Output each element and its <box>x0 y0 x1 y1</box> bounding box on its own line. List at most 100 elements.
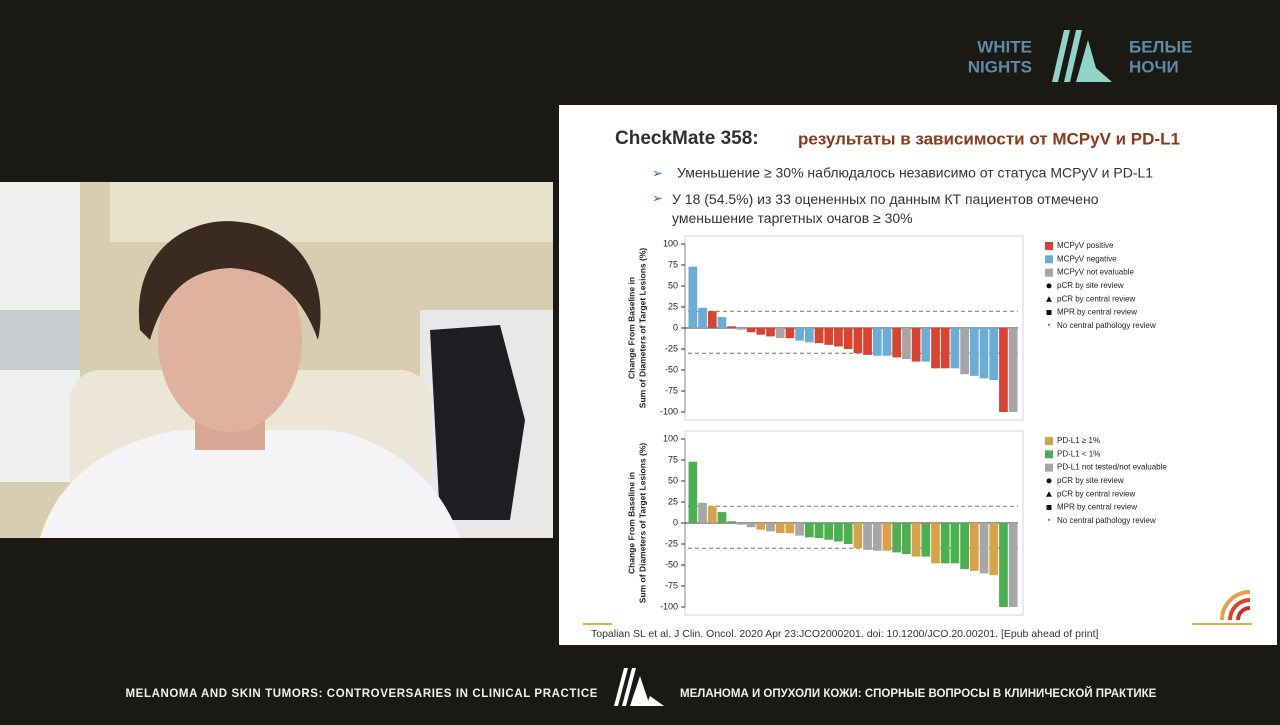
legend-label: MPR by central review <box>1057 503 1137 512</box>
legend-swatch <box>1045 437 1053 445</box>
legend-symbol: * <box>1048 519 1051 526</box>
legend-swatch <box>1045 255 1053 264</box>
bar <box>824 523 834 540</box>
bar <box>1008 328 1018 412</box>
bar <box>834 328 843 347</box>
y-tick-label: 0 <box>673 517 678 527</box>
bar <box>785 523 795 534</box>
legend-label: MCPyV not evaluable <box>1057 268 1134 277</box>
legend-symbol <box>1046 505 1052 510</box>
bar <box>960 328 969 375</box>
bar <box>863 328 872 355</box>
legend-swatch <box>1045 242 1053 250</box>
legend-label: No central pathology review <box>1057 516 1156 525</box>
bar <box>766 328 775 337</box>
logo-text: НОЧИ <box>1129 57 1179 76</box>
bar <box>698 307 707 328</box>
legend-symbol <box>1046 283 1052 289</box>
legend-label: MPR by central review <box>1057 308 1137 317</box>
y-tick-label: 50 <box>668 475 678 485</box>
bar <box>737 523 746 525</box>
bar <box>911 523 921 557</box>
y-tick-label: 0 <box>673 322 678 332</box>
bar <box>902 328 911 360</box>
bar <box>843 328 853 349</box>
bar <box>834 523 843 542</box>
logo-text: БЕЛЫЕ <box>1129 37 1192 56</box>
legend-swatch <box>1045 450 1053 459</box>
bar <box>824 328 834 345</box>
y-axis-label: Sum of Diameters of Target Lesions (%) <box>637 248 647 409</box>
bullet-marker: ➢ <box>652 190 663 205</box>
y-tick-label: 75 <box>668 259 678 269</box>
legend-label: PD-L1 ≥ 1% <box>1057 436 1100 445</box>
bar <box>853 523 863 549</box>
bar <box>814 328 824 344</box>
bar <box>717 512 727 523</box>
bar <box>804 328 814 343</box>
bullet: Уменьшение ≥ 30% наблюдалось независимо … <box>677 165 1153 181</box>
legend-label: PD-L1 not tested/not evaluable <box>1057 463 1167 472</box>
y-tick-label: 75 <box>668 454 678 464</box>
legend-label: pCR by site review <box>1057 281 1124 290</box>
bar <box>921 523 931 557</box>
bar <box>775 523 785 534</box>
bar <box>698 502 707 523</box>
logo-text: NIGHTS <box>968 57 1032 76</box>
bar <box>756 328 766 335</box>
bar <box>872 523 882 551</box>
bar <box>727 521 737 523</box>
slide-logo <box>1220 590 1251 621</box>
bar <box>785 328 795 339</box>
bar <box>746 328 756 333</box>
legend-label: MCPyV negative <box>1057 254 1117 263</box>
webcam-video <box>0 182 553 538</box>
bar <box>707 311 717 328</box>
bar <box>804 523 814 538</box>
y-tick-label: 25 <box>668 301 678 311</box>
y-tick-label: -75 <box>665 580 678 590</box>
bar <box>931 523 940 564</box>
y-tick-label: 50 <box>668 280 678 290</box>
y-tick-label: -50 <box>665 364 678 374</box>
bullet: У 18 (54.5%) из 33 оцененных по данным К… <box>672 191 1099 226</box>
bar <box>688 266 698 328</box>
logo <box>1052 30 1112 82</box>
slide-title: результаты в зависимости от MCPyV и PD-L… <box>798 129 1180 148</box>
y-axis-label: Change From Baseline in <box>626 277 636 379</box>
legend-symbol: * <box>1048 324 1051 331</box>
legend-swatch <box>1045 268 1053 277</box>
bar <box>843 523 853 544</box>
footer-logo <box>614 668 664 706</box>
footer-text: MELANOMA AND SKIN TUMORS: CONTROVERSARIE… <box>126 688 599 700</box>
legend-label: pCR by central review <box>1057 294 1135 303</box>
bar <box>911 328 921 362</box>
bar <box>969 328 979 376</box>
y-tick-label: -50 <box>665 559 678 569</box>
bar <box>989 523 999 576</box>
bar <box>902 523 911 555</box>
y-tick-label: 25 <box>668 496 678 506</box>
y-tick-label: -75 <box>665 385 678 395</box>
bar <box>960 523 969 570</box>
footer-text: МЕЛАНОМА И ОПУХОЛИ КОЖИ: СПОРНЫЕ ВОПРОСЫ… <box>680 687 1157 700</box>
bar <box>882 523 892 551</box>
legend-symbol <box>1046 491 1052 497</box>
bar <box>950 523 960 564</box>
y-tick-label: -100 <box>660 601 678 611</box>
bar <box>940 523 950 564</box>
bar <box>775 328 785 339</box>
bar <box>727 326 737 328</box>
legend-symbol <box>1046 478 1052 484</box>
y-tick-label: 100 <box>663 238 678 248</box>
bar <box>814 523 824 539</box>
bar <box>872 328 882 356</box>
slide-title: CheckMate 358: <box>615 128 759 149</box>
bullet-marker: ➢ <box>652 165 663 180</box>
bar <box>863 523 872 550</box>
bar <box>707 506 717 523</box>
bar <box>766 523 775 532</box>
bar <box>999 328 1008 412</box>
bar <box>892 523 902 553</box>
